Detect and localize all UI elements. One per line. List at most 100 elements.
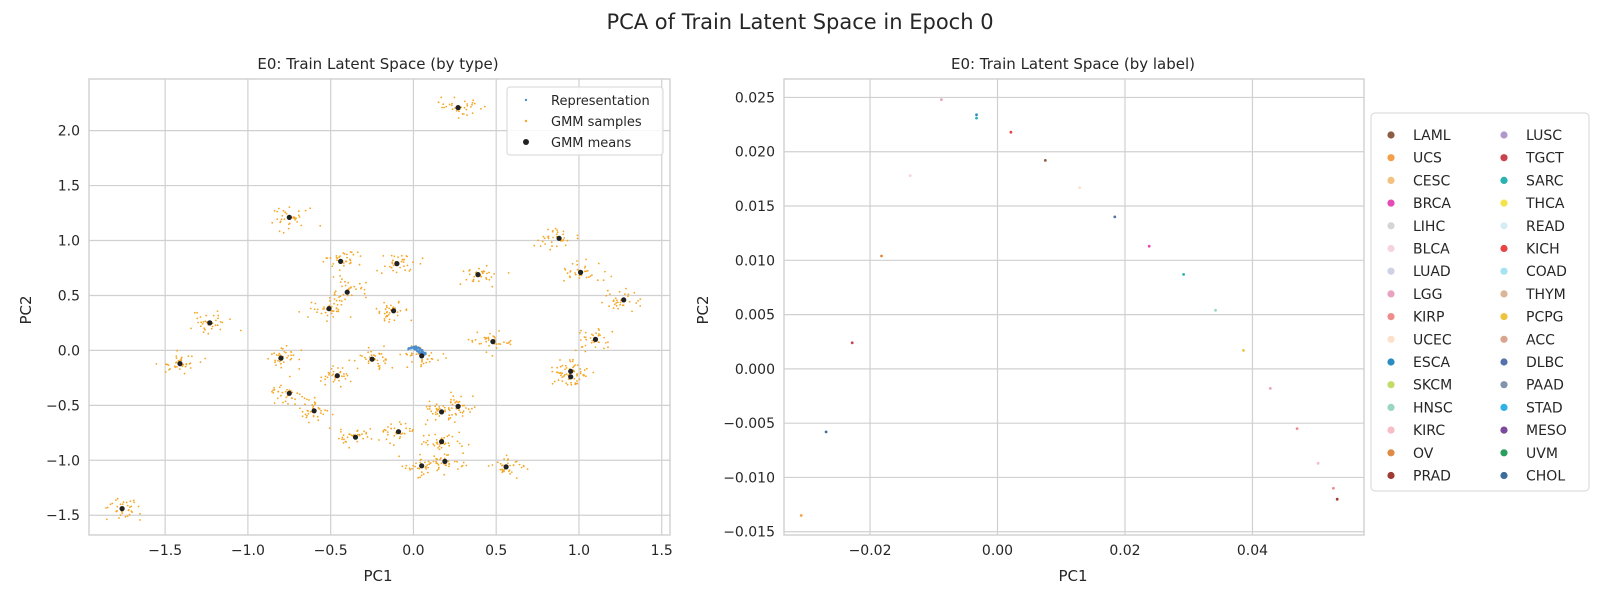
gmm-sample-point xyxy=(383,428,386,431)
gmm-sample-point xyxy=(434,433,436,436)
gmm-sample-point xyxy=(462,461,465,464)
gmm-sample-point xyxy=(585,375,587,378)
gmm-sample-point xyxy=(294,218,297,221)
gmm-sample-point xyxy=(344,284,347,287)
legend-label: KIRC xyxy=(1413,423,1445,439)
gmm-sample-point xyxy=(383,312,386,315)
gmm-sample-point xyxy=(453,421,456,423)
gmm-sample-point xyxy=(570,381,572,384)
gmm-sample-point xyxy=(584,331,587,334)
gmm-sample-point xyxy=(312,415,315,418)
gmm-sample-point xyxy=(275,354,278,356)
gmm-sample-point xyxy=(403,265,405,268)
gmm-sample-point xyxy=(342,442,345,444)
gmm-sample-point xyxy=(426,408,429,410)
gmm-sample-point xyxy=(613,303,616,306)
gmm-sample-point xyxy=(399,436,402,438)
gmm-sample-point xyxy=(373,354,375,356)
gmm-sample-point xyxy=(461,445,463,448)
legend-label: TGCT xyxy=(1525,151,1564,167)
gmm-sample-point xyxy=(622,304,625,307)
gmm-sample-point xyxy=(585,270,588,273)
gmm-sample-point xyxy=(552,236,554,239)
gmm-sample-point xyxy=(388,318,391,321)
gmm-sample-point xyxy=(438,407,441,410)
gmm-sample-point xyxy=(442,353,445,355)
gmm-sample-point xyxy=(339,275,341,277)
gmm-sample-point xyxy=(574,273,577,276)
gmm-sample-point xyxy=(428,408,431,410)
gmm-sample-point xyxy=(383,301,385,304)
gmm-sample-point xyxy=(353,285,356,288)
y-tick-label: 0.020 xyxy=(735,145,775,161)
gmm-sample-point xyxy=(391,262,394,265)
gmm-sample-point xyxy=(565,382,568,384)
gmm-sample-point xyxy=(358,263,361,266)
label-point xyxy=(850,341,854,345)
gmm-sample-point xyxy=(570,383,573,386)
y-axis-label: PC2 xyxy=(694,295,712,324)
gmm-sample-point xyxy=(404,269,407,272)
gmm-sample-point xyxy=(448,417,450,419)
gmm-sample-point xyxy=(388,307,390,310)
gmm-sample-point xyxy=(602,279,605,282)
gmm-sample-point xyxy=(433,444,436,447)
gmm-sample-point xyxy=(581,345,584,348)
gmm-sample-point xyxy=(573,377,576,380)
gmm-sample-point xyxy=(287,227,290,230)
gmm-sample-point xyxy=(287,403,289,405)
gmm-sample-point xyxy=(271,390,273,393)
legend-marker-gmm-samples xyxy=(524,119,528,123)
gmm-sample-point xyxy=(422,441,425,443)
gmm-mean-point xyxy=(503,464,509,470)
gmm-sample-point xyxy=(183,372,186,375)
gmm-sample-point xyxy=(461,415,464,417)
gmm-sample-point xyxy=(338,379,340,382)
gmm-sample-point xyxy=(219,328,222,331)
x-tick-label: −1.0 xyxy=(231,543,265,559)
gmm-sample-point xyxy=(462,270,465,273)
gmm-sample-point xyxy=(401,432,404,435)
gmm-sample-point xyxy=(450,398,452,401)
legend-marker xyxy=(1500,154,1508,162)
gmm-sample-point xyxy=(466,114,468,116)
gmm-sample-point xyxy=(155,363,158,365)
gmm-sample-point xyxy=(389,442,391,445)
gmm-sample-point xyxy=(584,265,587,268)
gmm-sample-point xyxy=(304,209,307,212)
gmm-sample-point xyxy=(426,443,429,446)
gmm-sample-point xyxy=(285,351,287,354)
gmm-sample-point xyxy=(378,310,381,313)
gmm-sample-point xyxy=(333,291,336,294)
gmm-sample-point xyxy=(309,410,312,413)
gmm-sample-point xyxy=(299,407,301,410)
legend-marker xyxy=(1500,267,1508,275)
gmm-sample-point xyxy=(457,117,460,119)
gmm-sample-point xyxy=(386,431,389,433)
gmm-sample-point xyxy=(221,321,224,324)
gmm-sample-point xyxy=(176,349,179,352)
legend-label: UCS xyxy=(1413,151,1442,167)
gmm-sample-point xyxy=(328,304,331,307)
gmm-sample-point xyxy=(409,468,411,471)
gmm-sample-point xyxy=(576,380,578,382)
gmm-sample-point xyxy=(639,298,642,300)
legend-label: HNSC xyxy=(1413,400,1453,416)
gmm-sample-point xyxy=(509,472,511,475)
gmm-sample-point xyxy=(298,368,301,370)
gmm-sample-point xyxy=(362,437,364,440)
gmm-sample-point xyxy=(365,432,368,435)
gmm-sample-point xyxy=(465,464,468,467)
y-tick-label: 0.5 xyxy=(58,288,80,304)
gmm-sample-point xyxy=(564,364,567,367)
gmm-sample-point xyxy=(341,375,343,378)
legend-label: Representation xyxy=(551,94,650,109)
gmm-sample-point xyxy=(435,407,438,410)
gmm-sample-point xyxy=(385,304,388,307)
gmm-sample-point xyxy=(271,353,273,356)
legend-marker xyxy=(1500,335,1508,343)
gmm-sample-point xyxy=(282,209,285,212)
label-point xyxy=(1335,497,1339,501)
gmm-sample-point xyxy=(322,308,324,310)
gmm-sample-point xyxy=(174,366,177,369)
